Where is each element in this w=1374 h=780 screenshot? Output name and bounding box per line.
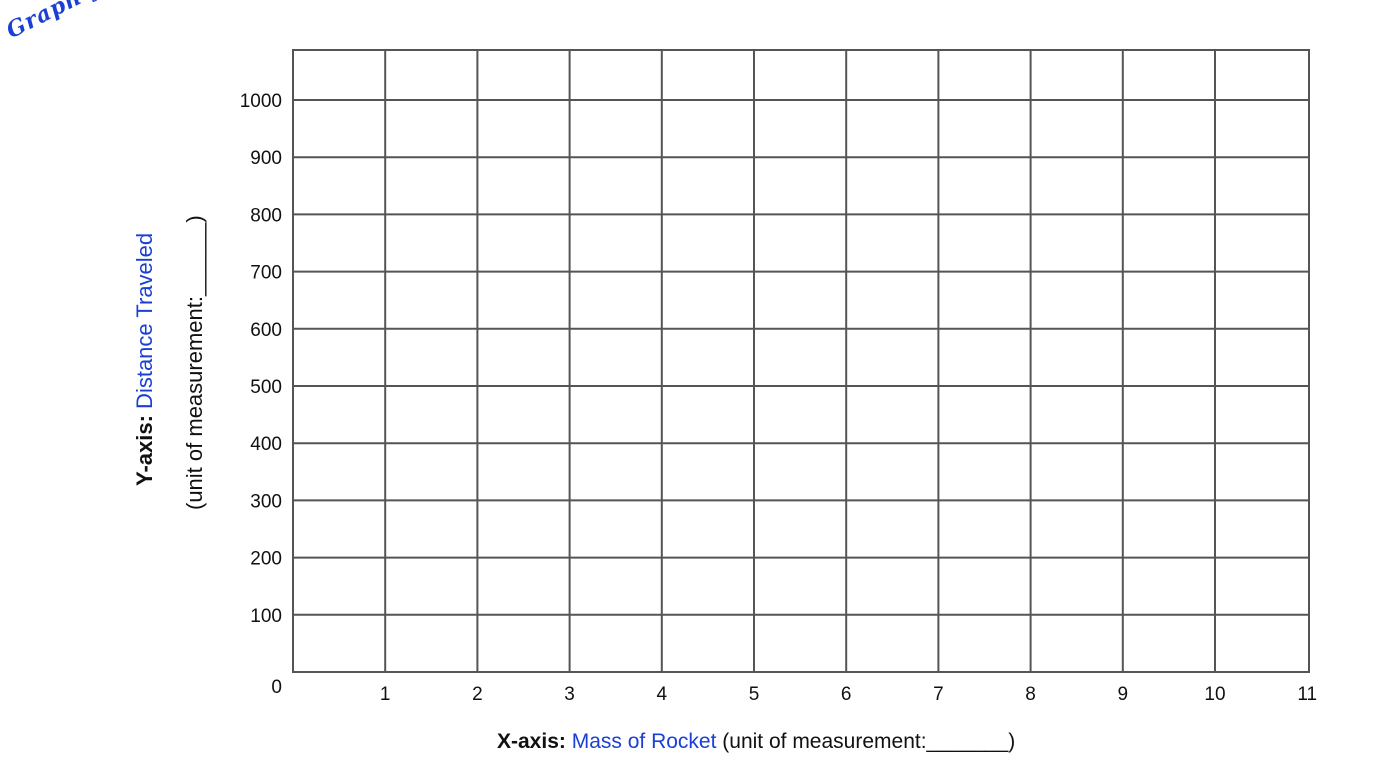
x-tick-label: 1 (380, 684, 391, 705)
x-axis-unit: (unit of measurement:_______) (722, 730, 1016, 753)
x-tick-label: 7 (933, 684, 944, 705)
y-tick-labels: 0 100 200 300 400 500 600 700 800 900 1000 (240, 91, 282, 698)
x-tick-label: 6 (841, 684, 852, 705)
x-tick-label: 10 (1204, 684, 1225, 705)
y-tick-label: 200 (250, 549, 282, 570)
y-axis-name: Distance Traveled (132, 232, 157, 409)
y-tick-label: 900 (250, 148, 282, 169)
y-tick-label: 1000 (240, 91, 282, 112)
y-tick-label: 600 (250, 320, 282, 341)
x-tick-label: 8 (1025, 684, 1036, 705)
x-tick-labels: 1 2 3 4 5 6 7 8 9 10 11 (380, 684, 1317, 705)
x-tick-label: 9 (1118, 684, 1129, 705)
x-tick-label: 3 (564, 684, 575, 705)
x-axis-title: X-axis: Mass of Rocket (unit of measurem… (497, 730, 1016, 753)
x-tick-label: 5 (749, 684, 760, 705)
y-tick-label: 700 (250, 263, 282, 284)
x-tick-label: 4 (657, 684, 668, 705)
x-axis-name: Mass of Rocket (571, 730, 717, 753)
x-tick-label: 11 (1297, 684, 1317, 705)
y-tick-label: 500 (250, 377, 282, 398)
y-axis-title: Y-axis: Distance Traveled (132, 232, 157, 486)
grid-frame (292, 49, 1310, 673)
y-axis-unit: (unit of measurement:______) (182, 215, 207, 510)
y-tick-label: 800 (250, 205, 282, 226)
y-tick-label: 0 (271, 677, 282, 698)
grid-lines (292, 49, 1310, 673)
x-tick-label: 2 (472, 684, 483, 705)
y-tick-label: 400 (250, 434, 282, 455)
y-tick-label: 300 (250, 491, 282, 512)
y-tick-label: 100 (250, 606, 282, 627)
